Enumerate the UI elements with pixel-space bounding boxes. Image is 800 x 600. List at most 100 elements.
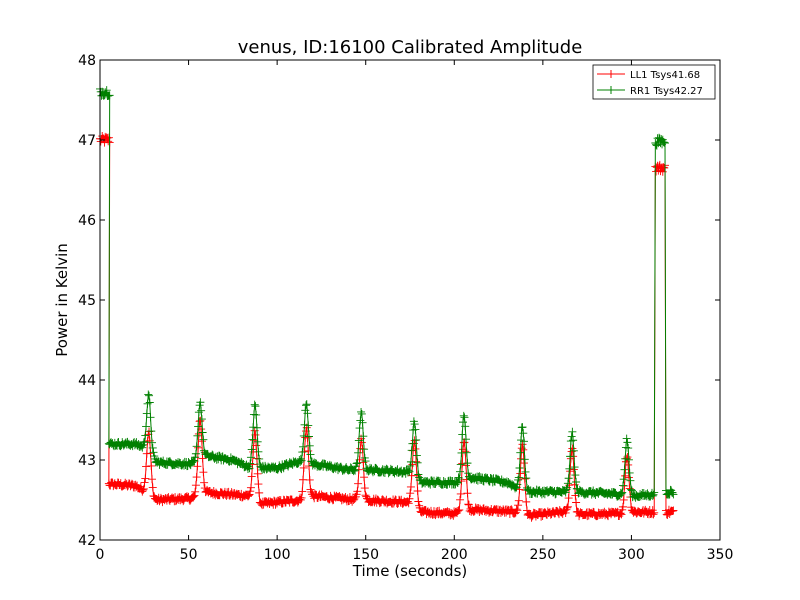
data-point <box>622 434 631 443</box>
x-axis-title: Time (seconds) <box>352 562 468 580</box>
data-point <box>192 473 201 482</box>
data-point <box>193 462 202 471</box>
data-point <box>350 465 359 474</box>
data-point <box>358 418 367 427</box>
data-point <box>355 424 364 433</box>
data-point <box>563 479 572 488</box>
data-point <box>249 423 258 432</box>
data-point <box>563 502 572 511</box>
data-point <box>456 495 465 504</box>
data-point <box>194 422 203 431</box>
data-point <box>253 437 262 446</box>
data-point <box>458 430 467 439</box>
data-point <box>144 390 153 399</box>
data-point <box>194 429 203 438</box>
y-tick-label: 43 <box>78 453 96 469</box>
data-point <box>191 453 200 462</box>
series-rr1 <box>96 84 678 502</box>
data-point <box>517 454 526 463</box>
x-tick-label: 100 <box>264 547 291 563</box>
data-point <box>255 454 264 463</box>
data-point <box>249 436 258 445</box>
data-point <box>624 473 633 482</box>
data-point <box>617 510 626 519</box>
data-point <box>413 458 422 467</box>
data-point <box>191 481 200 490</box>
data-point <box>104 133 113 142</box>
data-point <box>349 467 358 476</box>
data-point <box>353 487 362 496</box>
data-point <box>250 400 259 409</box>
y-tick-label: 47 <box>78 133 96 149</box>
legend: LL1 Tsys41.68 RR1 Tsys42.27 <box>592 64 716 100</box>
data-point <box>648 491 657 500</box>
data-point <box>624 455 633 464</box>
data-point <box>102 86 111 95</box>
data-point <box>299 463 308 472</box>
x-tick-label: 50 <box>180 547 198 563</box>
series-layer <box>96 84 678 522</box>
data-point <box>669 490 678 499</box>
x-tick-label: 0 <box>96 547 105 563</box>
data-point <box>618 488 627 497</box>
data-point <box>254 447 263 456</box>
data-point <box>649 490 658 499</box>
data-point <box>188 492 197 501</box>
data-point <box>650 508 659 517</box>
data-point <box>371 464 380 472</box>
data-point <box>199 468 208 477</box>
data-point <box>659 163 668 172</box>
data-point <box>621 471 630 480</box>
data-point <box>197 437 206 446</box>
data-point <box>511 508 520 517</box>
data-point <box>563 503 572 512</box>
data-point <box>404 466 413 475</box>
data-point <box>200 478 209 487</box>
data-point <box>304 432 313 441</box>
y-tick-label: 42 <box>78 533 96 549</box>
x-tick-label: 250 <box>529 547 556 563</box>
legend-box <box>592 64 716 100</box>
data-point <box>410 420 419 429</box>
data-point <box>247 472 256 481</box>
data-point <box>561 508 570 517</box>
data-point <box>360 445 369 454</box>
data-point <box>456 489 465 498</box>
data-point <box>194 443 203 452</box>
legend-marker-ll1 <box>607 70 615 78</box>
data-point <box>456 460 465 469</box>
data-point <box>148 443 157 452</box>
data-point <box>618 502 627 511</box>
x-tick-label: 200 <box>441 547 468 563</box>
data-point <box>351 466 360 475</box>
data-point <box>407 446 416 455</box>
data-point <box>149 448 158 457</box>
data-point <box>145 398 154 407</box>
data-point <box>512 505 521 514</box>
data-point <box>461 447 470 456</box>
data-point <box>516 448 525 457</box>
data-point <box>139 438 148 447</box>
data-point <box>520 459 529 468</box>
data-point <box>403 468 412 477</box>
data-point <box>243 492 252 501</box>
data-point <box>354 436 363 445</box>
data-point <box>455 505 464 514</box>
data-point <box>198 454 207 463</box>
data-point <box>303 409 312 418</box>
data-point <box>459 411 468 420</box>
data-point <box>515 464 524 472</box>
data-point <box>142 409 151 418</box>
y-tick-label: 44 <box>78 373 96 389</box>
data-point <box>514 496 523 505</box>
data-point <box>464 469 473 478</box>
data-point <box>300 420 309 429</box>
data-point <box>245 464 254 473</box>
data-point <box>520 455 529 464</box>
data-point <box>145 391 154 400</box>
x-tick-label: 300 <box>618 547 645 563</box>
data-point <box>298 487 307 496</box>
data-point <box>412 436 421 444</box>
data-point <box>453 478 462 487</box>
